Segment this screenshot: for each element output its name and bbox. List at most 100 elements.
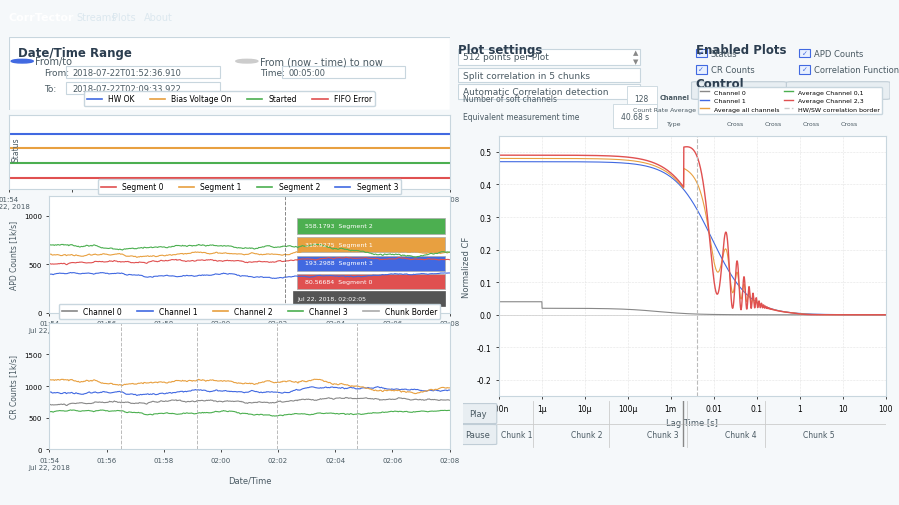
FancyBboxPatch shape xyxy=(298,219,446,234)
Text: ✓: ✓ xyxy=(698,67,704,73)
Text: 2: 2 xyxy=(809,94,814,100)
Channel 0 xyxy=(672,311,682,317)
Channel 1 xyxy=(262,389,272,395)
Text: CR Counts: CR Counts xyxy=(711,66,754,75)
Channel 1 xyxy=(798,311,809,317)
Channel 0 xyxy=(237,399,248,405)
FancyBboxPatch shape xyxy=(282,67,405,79)
FancyBboxPatch shape xyxy=(691,82,787,100)
Text: 40.68 s: 40.68 s xyxy=(621,112,649,121)
Channel 2 xyxy=(44,377,55,383)
FancyBboxPatch shape xyxy=(458,49,640,66)
Average all channels xyxy=(494,156,504,162)
Y-axis label: APD Counts [1k/s]: APD Counts [1k/s] xyxy=(9,221,18,289)
Text: Chunk 1: Chunk 1 xyxy=(501,430,532,439)
Circle shape xyxy=(236,60,258,64)
Average all channels xyxy=(672,178,682,184)
Segment 0 xyxy=(237,259,248,265)
Text: APD Counts: APD Counts xyxy=(814,49,864,59)
Segment 2 xyxy=(44,243,55,249)
Segment 3 xyxy=(374,273,385,279)
Segment 3 xyxy=(444,270,455,276)
Text: Split correlation in 5 chunks: Split correlation in 5 chunks xyxy=(463,72,590,80)
Channel 0 xyxy=(44,402,55,408)
Channel 1 xyxy=(672,180,682,186)
Text: Time:: Time: xyxy=(260,69,285,77)
Text: 429.454: 429.454 xyxy=(723,108,749,113)
Text: ✓: ✓ xyxy=(802,51,807,57)
Segment 2 xyxy=(262,243,272,249)
Channel 2 xyxy=(235,380,245,386)
Line: Segment 0: Segment 0 xyxy=(49,258,450,265)
Channel 1 xyxy=(880,312,891,318)
Average Channel 0,1 xyxy=(494,153,504,159)
Channel 0 xyxy=(798,312,809,318)
Text: 2018-07-22T01:52:36.910: 2018-07-22T01:52:36.910 xyxy=(73,69,182,77)
Text: Status: Status xyxy=(711,49,737,59)
Text: 318.9275  Segment 1: 318.9275 Segment 1 xyxy=(306,242,373,247)
Channel 1 xyxy=(869,312,880,318)
FancyBboxPatch shape xyxy=(799,49,810,59)
Legend: Channel 0, Channel 1, Channel 2, Channel 3, Chunk Border: Channel 0, Channel 1, Channel 2, Channel… xyxy=(58,305,441,319)
Segment 0 xyxy=(436,257,447,263)
FancyBboxPatch shape xyxy=(799,66,810,74)
Average all channels xyxy=(869,312,880,318)
Average Channel 0,1 xyxy=(681,144,692,150)
Segment 1 xyxy=(44,251,55,258)
Segment 3 xyxy=(436,271,447,277)
Average Channel 0,1 xyxy=(681,144,692,150)
Text: Pause: Pause xyxy=(466,430,490,439)
FancyBboxPatch shape xyxy=(458,425,497,444)
Channel 0 xyxy=(868,312,879,318)
Text: To:: To: xyxy=(44,85,57,93)
Segment 2 xyxy=(237,246,248,252)
Segment 1 xyxy=(283,252,294,258)
Channel 1 xyxy=(513,160,524,166)
Channel 0 xyxy=(513,299,524,305)
Channel 2 xyxy=(410,391,421,397)
Text: Control: Control xyxy=(696,77,744,90)
Channel 0 xyxy=(341,394,352,400)
Average Channel 0,1 xyxy=(869,312,880,318)
Channel 3 xyxy=(374,410,385,416)
Text: Plot settings: Plot settings xyxy=(458,44,543,57)
Text: Channel: Channel xyxy=(659,94,690,100)
Channel 0 xyxy=(262,399,272,406)
Text: From (now - time) to now: From (now - time) to now xyxy=(260,57,383,67)
Channel 2 xyxy=(373,388,384,394)
Channel 2 xyxy=(237,381,248,387)
Line: Average all channels: Average all channels xyxy=(499,159,886,315)
Text: 0: 0 xyxy=(734,94,738,100)
FancyBboxPatch shape xyxy=(293,291,446,306)
Channel 0 xyxy=(880,312,891,318)
Text: Chunk 5: Chunk 5 xyxy=(803,430,835,439)
Text: 512 points per Plot: 512 points per Plot xyxy=(463,53,548,62)
Segment 0 xyxy=(44,261,55,267)
Channel 0 xyxy=(444,397,455,403)
Segment 1 xyxy=(262,251,272,258)
Channel 1 xyxy=(283,390,294,396)
Text: Number of soft channels: Number of soft channels xyxy=(463,94,557,104)
Text: 193.81: 193.81 xyxy=(839,108,860,113)
Line: Channel 0: Channel 0 xyxy=(49,397,450,406)
Segment 1 xyxy=(374,247,385,253)
Text: 1: 1 xyxy=(771,94,776,100)
Text: 193.2988  Segment 3: 193.2988 Segment 3 xyxy=(306,261,373,266)
FancyBboxPatch shape xyxy=(67,67,220,79)
Channel 2 xyxy=(444,385,455,391)
Average Channel 0,1 xyxy=(880,312,891,318)
Segment 1 xyxy=(131,255,142,261)
Text: ✓: ✓ xyxy=(698,51,704,57)
X-axis label: Lag Time [s]: Lag Time [s] xyxy=(666,419,718,428)
Text: 128: 128 xyxy=(635,94,649,104)
Average all channels xyxy=(513,156,524,162)
Text: 558.1793  Segment 2: 558.1793 Segment 2 xyxy=(306,224,373,228)
Legend: Channel 0, Channel 1, Average all channels, Average Channel 0,1, Average Channel: Channel 0, Channel 1, Average all channe… xyxy=(698,87,883,115)
FancyBboxPatch shape xyxy=(696,66,707,74)
Segment 3 xyxy=(44,272,55,278)
Segment 2 xyxy=(235,245,245,251)
Channel 3 xyxy=(444,408,455,414)
Text: Cross: Cross xyxy=(765,122,782,127)
FancyBboxPatch shape xyxy=(298,256,446,271)
Segment 2 xyxy=(373,252,384,258)
